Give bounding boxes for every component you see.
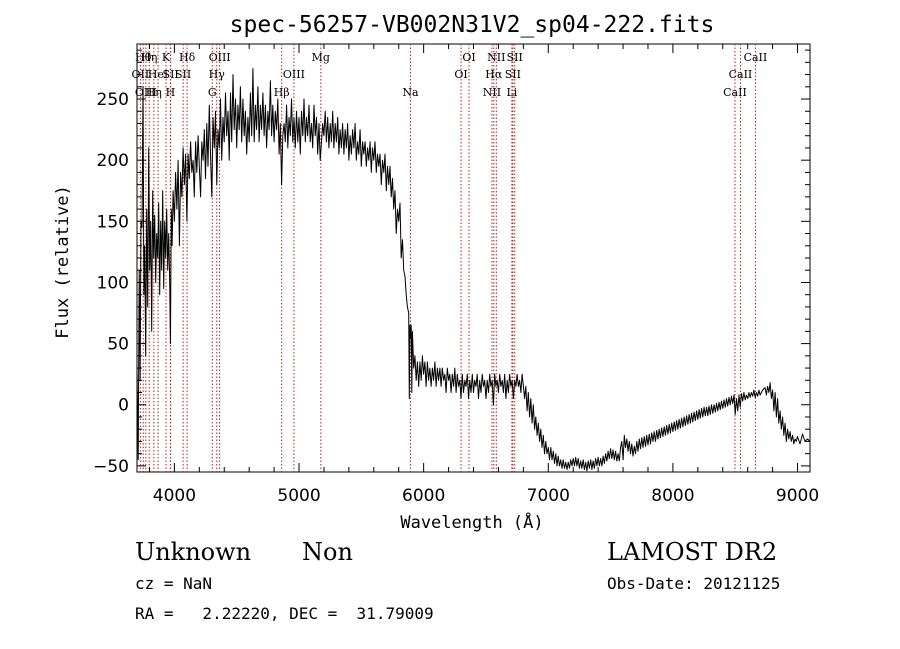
spectral-line-label: Hθ [135, 51, 152, 64]
spectral-line-label: NII [487, 51, 505, 64]
object-class: Unknown [135, 538, 252, 566]
spectral-line-label: CaII [729, 68, 753, 81]
y-axis-label: Flux (relative) [53, 185, 73, 339]
spectral-line-label: Na [402, 86, 419, 99]
spectral-line-label: K [162, 51, 171, 64]
y-tick-label: 0 [118, 396, 129, 416]
object-subclass: Non [302, 538, 353, 566]
spectral-line-label: SII [163, 68, 179, 81]
spectral-line-label: SII [505, 68, 521, 81]
observation-date: Obs-Date: 20121125 [607, 574, 781, 593]
spectral-line-label: Hγ [209, 68, 226, 81]
x-tick-label: 9000 [776, 486, 819, 506]
y-tick-label: 50 [107, 335, 129, 355]
y-tick-label: 200 [97, 151, 129, 171]
spectral-line-label: OI [454, 68, 467, 81]
ra-dec-coordinates: RA = 2.22220, DEC = 31.79009 [135, 604, 434, 623]
x-axis-label: Wavelength (Å) [400, 511, 543, 533]
x-tick-label: 7000 [527, 486, 570, 506]
spectral-line-label: G [208, 86, 217, 99]
spectral-line-label: Hα [485, 68, 503, 81]
y-axis-ticks: −50 0 50 100 150 200 250 [93, 49, 810, 477]
spectral-line-label: OI [462, 51, 475, 64]
y-tick-label: 100 [97, 273, 129, 293]
spectral-line-label: NII [483, 86, 501, 99]
spectral-line-label: OIII [283, 68, 305, 81]
spectral-line-label: Hη [146, 86, 162, 99]
y-tick-label: 150 [97, 212, 129, 232]
spectral-line-label: Mg [312, 51, 330, 64]
spectral-line-labels: OIIHθOIIIHηHηHeIKHSIISIIHδGHγOIIIHβOIIIM… [132, 51, 768, 99]
spectral-line-label: Hη [141, 51, 157, 64]
x-axis-ticks: 4000 5000 6000 7000 8000 9000 [148, 44, 819, 506]
chart-title: spec-56257-VB002N31V2_sp04-222.fits [230, 12, 715, 38]
x-tick-label: 8000 [651, 486, 694, 506]
spectral-line-label: CaII [744, 51, 768, 64]
spectral-line-label: OIII [209, 51, 231, 64]
spectrum-series [136, 68, 811, 472]
spectrum-line [136, 68, 811, 472]
x-tick-label: 4000 [153, 486, 196, 506]
spectral-line-label: Li [506, 86, 517, 99]
redshift-cz: cz = NaN [135, 574, 213, 593]
spectral-line-label: HeI [148, 68, 168, 81]
spectral-line-label: H [166, 86, 176, 99]
survey-name: LAMOST DR2 [607, 538, 778, 566]
spectral-line-label: SII [175, 68, 191, 81]
spectral-line-label: Hδ [179, 51, 196, 64]
spectral-line-label: OIII [135, 86, 157, 99]
y-tick-label: 250 [97, 90, 129, 110]
x-tick-label: 6000 [402, 486, 445, 506]
spectral-line-label: Hβ [274, 86, 290, 99]
x-tick-label: 5000 [277, 486, 320, 506]
spectral-line-label: SII [507, 51, 523, 64]
y-tick-label: −50 [93, 457, 129, 477]
spectral-line-label: CaII [723, 86, 747, 99]
